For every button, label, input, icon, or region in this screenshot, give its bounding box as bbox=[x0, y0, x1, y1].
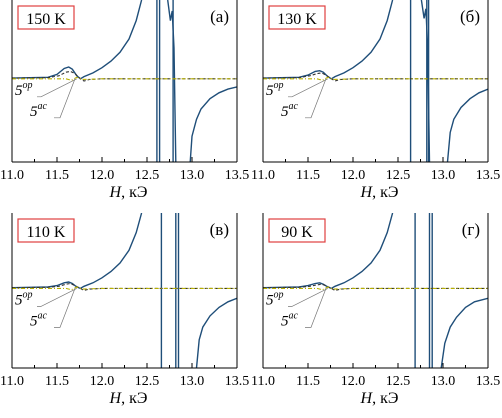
x-tick-label: 13.0 bbox=[431, 168, 456, 183]
plot-area bbox=[263, 213, 488, 368]
x-tick-label: 12.5 bbox=[386, 168, 411, 183]
series-5ac-line bbox=[12, 76, 237, 81]
leader-5op bbox=[37, 78, 77, 98]
x-tick-label: 13.5 bbox=[225, 374, 250, 389]
annotation-5ac: 5ac bbox=[30, 310, 48, 329]
plot-area bbox=[263, 0, 488, 162]
annotation-5op: 5op bbox=[15, 289, 33, 308]
x-tick-label: 13.0 bbox=[180, 168, 205, 183]
annotation-5op-sup: op bbox=[23, 289, 33, 300]
annotation-5op-sup: op bbox=[23, 80, 33, 91]
panel-letter: (а) bbox=[210, 7, 229, 26]
temperature-label: 110 K bbox=[27, 224, 66, 241]
temperature-box bbox=[17, 5, 75, 30]
x-tick-label: 13.5 bbox=[476, 374, 501, 389]
series-total-peak bbox=[167, 0, 177, 162]
series-5ac-line bbox=[12, 286, 237, 291]
x-tick-label: 11.5 bbox=[296, 374, 320, 389]
x-tick-label: 11.5 bbox=[45, 168, 69, 183]
x-tick-label: 13.0 bbox=[431, 374, 456, 389]
x-tick-label: 13.5 bbox=[476, 168, 501, 183]
x-tick-label: 12.0 bbox=[90, 168, 115, 183]
annotation-5op-sup: op bbox=[274, 289, 284, 300]
leader-5ac bbox=[54, 78, 76, 119]
annotation-5ac-sup: ac bbox=[289, 310, 299, 321]
x-tick-label: 12.0 bbox=[341, 374, 366, 389]
x-axis-label-italic: H bbox=[109, 390, 123, 407]
chart-panel: 11.0 11.5 12.0 12.5 13.0 13.5 H, кЭ 150 K (а) 5op… bbox=[0, 0, 249, 201]
temperature-box bbox=[268, 218, 326, 243]
series-5ac-line bbox=[263, 76, 488, 81]
temperature-label: 90 K bbox=[281, 224, 313, 241]
chart-panel: 11.0 11.5 12.0 12.5 13.0 13.5 H, кЭ 130 K (б) 5op… bbox=[251, 0, 500, 201]
x-tick-label: 12.0 bbox=[341, 168, 366, 183]
annotation-5ac-sup: ac bbox=[289, 101, 299, 112]
annotation-5ac: 5ac bbox=[281, 101, 299, 120]
x-tick-label: 11.0 bbox=[0, 168, 24, 183]
chart-panel: 11.0 11.5 12.0 12.5 13.0 13.5 H, кЭ 90 K (г) 5op 5… bbox=[251, 213, 500, 407]
x-axis-label-italic: H bbox=[109, 184, 123, 201]
plot-area bbox=[12, 0, 237, 162]
leader-5ac bbox=[305, 288, 327, 328]
annotation-5ac-sup: ac bbox=[38, 101, 48, 112]
annotation-5op: 5op bbox=[15, 80, 33, 99]
x-axis-label-unit: , кЭ bbox=[121, 184, 147, 201]
x-axis-label: H, кЭ bbox=[109, 184, 148, 201]
x-tick-label: 12.0 bbox=[90, 374, 115, 389]
x-tick-label: 13.0 bbox=[180, 374, 205, 389]
panel-letter: (в) bbox=[210, 220, 229, 239]
annotation-5op-sup: op bbox=[274, 80, 284, 91]
x-axis-label-unit: , кЭ bbox=[372, 184, 398, 201]
x-axis-label-italic: H bbox=[360, 184, 374, 201]
x-tick-label: 11.5 bbox=[45, 374, 69, 389]
series-total-peak bbox=[420, 0, 431, 162]
x-tick-label: 11.5 bbox=[296, 168, 320, 183]
panel-letter: (б) bbox=[460, 7, 480, 26]
temperature-label: 130 K bbox=[277, 11, 317, 28]
x-axis-label-unit: , кЭ bbox=[121, 390, 147, 407]
annotation-5ac-sup: ac bbox=[38, 310, 48, 321]
x-tick-label: 13.5 bbox=[225, 168, 250, 183]
annotation-5ac: 5ac bbox=[281, 310, 299, 329]
series-total-tail bbox=[189, 86, 237, 162]
x-axis-label-unit: , кЭ bbox=[372, 390, 398, 407]
x-tick-label: 12.5 bbox=[386, 374, 411, 389]
x-tick-label: 11.0 bbox=[251, 374, 275, 389]
x-axis-label: H, кЭ bbox=[360, 390, 399, 407]
chart-panel: 11.0 11.5 12.0 12.5 13.0 13.5 H, кЭ 110 K (в) 5op… bbox=[0, 213, 249, 407]
leader-5ac bbox=[54, 288, 76, 328]
series-total-tail bbox=[440, 297, 488, 368]
annotation-5op: 5op bbox=[266, 80, 284, 99]
series-5ac-line bbox=[263, 286, 488, 291]
panel-letter: (г) bbox=[462, 220, 480, 239]
x-tick-label: 12.5 bbox=[135, 374, 160, 389]
x-tick-label: 11.0 bbox=[0, 374, 24, 389]
series-total-tail bbox=[195, 297, 237, 368]
annotation-5op: 5op bbox=[266, 289, 284, 308]
temperature-box bbox=[17, 218, 75, 243]
x-axis-label: H, кЭ bbox=[109, 390, 148, 407]
temperature-box bbox=[268, 5, 326, 30]
x-axis-label: H, кЭ bbox=[360, 184, 399, 201]
plot-area bbox=[12, 213, 237, 368]
leader-5op bbox=[288, 288, 328, 307]
x-tick-label: 11.0 bbox=[251, 168, 275, 183]
leader-5op bbox=[288, 78, 328, 98]
x-axis-label-italic: H bbox=[360, 390, 374, 407]
series-total-tail bbox=[446, 88, 488, 162]
annotation-5ac: 5ac bbox=[30, 101, 48, 120]
x-tick-label: 12.5 bbox=[135, 168, 160, 183]
series-5op-line bbox=[12, 70, 237, 82]
temperature-label: 150 K bbox=[26, 11, 66, 28]
leader-5ac bbox=[305, 78, 327, 119]
leader-5op bbox=[37, 288, 77, 307]
